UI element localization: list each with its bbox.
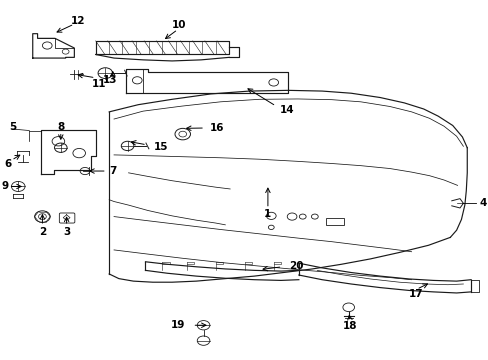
Text: 14: 14 [279,105,294,115]
Text: 10: 10 [172,20,186,30]
Text: 13: 13 [102,75,117,85]
Text: 5: 5 [9,122,16,132]
Text: 2: 2 [39,227,46,237]
Text: 20: 20 [288,261,303,271]
Text: 7: 7 [109,166,117,176]
Text: 18: 18 [342,321,357,331]
Text: 9: 9 [1,181,8,192]
Text: 15: 15 [153,141,168,152]
Text: 12: 12 [70,17,85,27]
Text: 1: 1 [264,209,271,219]
Text: 19: 19 [171,320,185,330]
Text: 3: 3 [63,227,70,237]
Bar [325,218,344,225]
Text: 8: 8 [57,122,64,132]
Text: 4: 4 [478,198,486,208]
Text: 6: 6 [4,159,11,169]
Text: 16: 16 [209,123,224,133]
Text: 11: 11 [92,79,106,89]
Text: 17: 17 [408,289,423,299]
